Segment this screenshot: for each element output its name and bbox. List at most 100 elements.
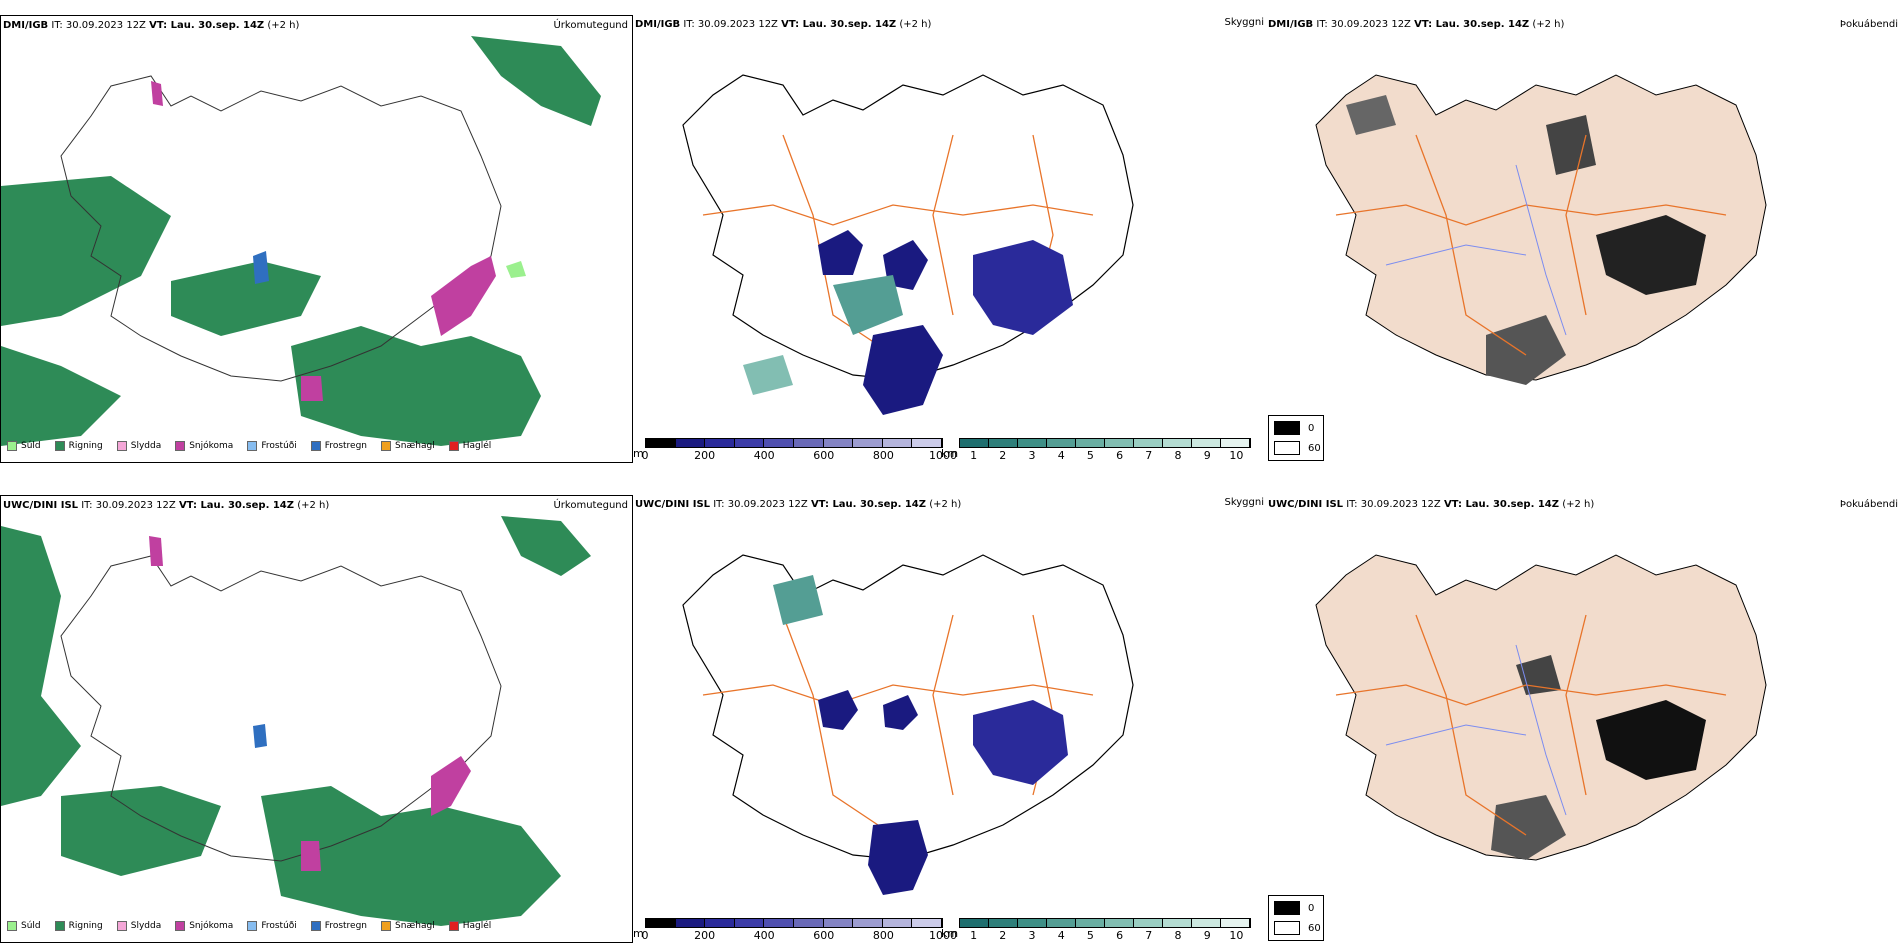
panel-header: DMI/IGB IT: 30.09.2023 12Z VT: Lau. 30.s… [3, 20, 300, 31]
colorbar-cell [764, 919, 794, 927]
fog-area [1346, 95, 1396, 135]
snow-area [431, 756, 471, 816]
fog-area [1596, 700, 1706, 780]
low-cloud-area [818, 230, 863, 275]
colorbar-tick-label: 4 [1057, 929, 1065, 942]
rain-area [1, 526, 81, 806]
colorbar-cell [1221, 919, 1250, 927]
colorbar-cell [705, 919, 735, 927]
visibility-area [743, 355, 793, 395]
colorbar-cell [646, 919, 676, 927]
precip-legend: Súld Rigning Slydda Snjókoma Frostúði Fr… [7, 441, 491, 451]
colorbar-cell [734, 919, 765, 927]
rain-area [501, 516, 591, 576]
colorbar-cell [1134, 919, 1163, 927]
colorbar-tick-label: 1000 [929, 449, 957, 462]
colorbar-tick-label: 4 [1057, 449, 1065, 462]
colorbar-tick-label: 400 [753, 449, 775, 462]
fog-panel: DMI/IGB IT: 30.09.2023 12Z VT: Lau. 30.s… [1266, 15, 1900, 463]
rivers [1385, 644, 1567, 816]
panel-title: Úrkomutegund [553, 500, 628, 511]
drizzle-area [506, 261, 526, 278]
legend-item: Snæhagl [381, 441, 435, 451]
colorbar-cell [646, 439, 676, 447]
panel-header: UWC/DINI ISL IT: 30.09.2023 12Z VT: Lau.… [635, 499, 962, 510]
colorbar-cell [1047, 439, 1076, 447]
precip-legend: Súld Rigning Slydda Snjókoma Frostúði Fr… [7, 921, 491, 931]
low-cloud-area [818, 690, 858, 730]
cloudbase-colorbar: 0 200 400 600 800 1000 [642, 918, 957, 943]
colorbar-cell [675, 439, 706, 447]
low-cloud-area [883, 695, 918, 730]
colorbar-tick-label: 2 [999, 449, 1007, 462]
legend-item: Rigning [54, 921, 103, 931]
colorbar-tick-label: 0 [641, 449, 649, 462]
rain-area [471, 36, 601, 126]
freezing-rain-area [253, 724, 267, 748]
panel-header: UWC/DINI ISL IT: 30.09.2023 12Z VT: Lau.… [1268, 499, 1595, 510]
fog-panel: UWC/DINI ISL IT: 30.09.2023 12Z VT: Lau.… [1266, 495, 1900, 943]
panel-title: Skyggni [1224, 497, 1264, 508]
colorbar-cell [912, 919, 942, 927]
colorbar-cell [853, 919, 883, 927]
visibility-colorbar: 1 2 3 4 5 6 7 8 9 10 [959, 438, 1251, 463]
iceland-outline [60, 75, 502, 382]
cloudbase-colorbar: 0 200 400 600 800 1000 [641, 438, 957, 463]
colorbar-cell [705, 439, 735, 447]
visibility-area [773, 575, 823, 625]
cloudbase-unit: m [633, 927, 644, 940]
rivers [1385, 164, 1567, 336]
freezing-rain-area [253, 251, 269, 284]
cloudbase-visibility-map [682, 74, 1134, 415]
colorbar-cell [1105, 919, 1134, 927]
iceland-land [1315, 554, 1767, 861]
colorbar-cell [823, 919, 854, 927]
cloudbase-visibility-map [682, 554, 1134, 895]
rain-area [1, 346, 121, 446]
visibility-unit: km [941, 927, 959, 940]
legend-item: Snjókoma [175, 441, 233, 451]
legend-item: Haglél [448, 921, 491, 931]
colorbar-cell [882, 439, 913, 447]
legend-item: Slydda [116, 921, 161, 931]
colorbar-tick-label: 8 [1174, 449, 1182, 462]
precip-type-map [1, 36, 601, 446]
cloudbase-unit: m [633, 447, 644, 460]
snow-area [149, 536, 163, 566]
colorbar-cell [960, 439, 989, 447]
colorbar-cell [853, 439, 883, 447]
panel-title: Þokuábendi [1839, 19, 1898, 30]
legend-item: Snæhagl [381, 921, 435, 931]
colorbar-cell [912, 439, 942, 447]
panel-title: Úrkomutegund [553, 20, 628, 31]
colorbar-cell [882, 919, 913, 927]
rain-area [291, 326, 541, 446]
low-cloud-area [868, 820, 928, 895]
legend-item: Frostregn [310, 441, 367, 451]
colorbar-tick-label: 10 [1229, 449, 1244, 462]
visibility-area [833, 275, 903, 335]
colorbar-tick-label: 7 [1145, 449, 1153, 462]
colorbar-tick-label: 800 [872, 929, 894, 942]
low-cloud-area [973, 240, 1073, 335]
colorbar-cell [764, 439, 794, 447]
colorbar-tick-label: 9 [1203, 449, 1211, 462]
legend-item: Haglél [448, 441, 491, 451]
colorbar-tick-label: 1 [970, 929, 978, 942]
legend-item: Slydda [116, 441, 161, 451]
precip-type-panel: DMI/IGB IT: 30.09.2023 12Z VT: Lau. 30.s… [0, 15, 633, 463]
snow-area [301, 376, 323, 401]
panel-title: Þokuábendi [1839, 499, 1898, 510]
precip-type-map [1, 516, 591, 926]
colorbar-tick-label: 8 [1174, 929, 1182, 942]
colorbar-tick-label: 10 [1229, 929, 1244, 942]
colorbar-cell [1192, 919, 1221, 927]
colorbar-tick-label: 600 [813, 449, 835, 462]
cloudbase-visibility-panel: UWC/DINI ISL IT: 30.09.2023 12Z VT: Lau.… [633, 495, 1266, 943]
visibility-colorbar: 1 2 3 4 5 6 7 8 9 10 [959, 918, 1251, 943]
fog-area [1486, 315, 1566, 385]
low-cloud-area [883, 240, 928, 290]
snow-area [151, 81, 163, 106]
low-cloud-area [863, 325, 943, 415]
colorbar-cell [793, 919, 824, 927]
